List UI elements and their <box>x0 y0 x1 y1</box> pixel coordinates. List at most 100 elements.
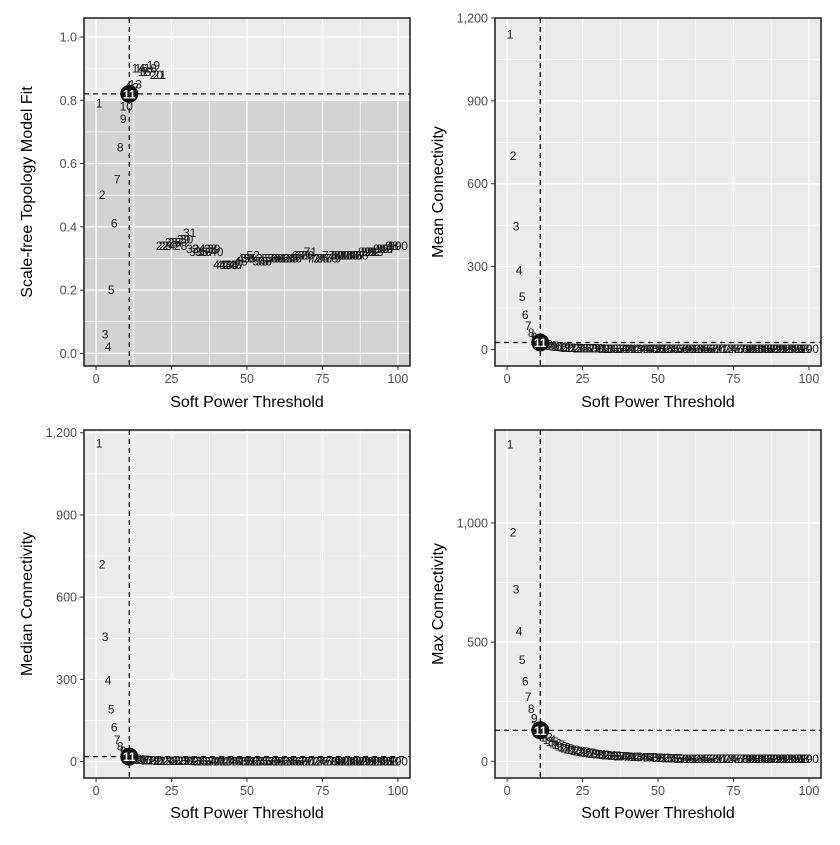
point-label: 30 <box>591 747 605 761</box>
point-label: 82 <box>337 754 351 768</box>
point-label: 59 <box>267 251 281 265</box>
point-label: 37 <box>612 749 626 763</box>
point-label: 34 <box>192 754 206 768</box>
point-label: 33 <box>600 748 614 762</box>
point-label: 24 <box>573 341 587 355</box>
point-label: 58 <box>264 251 278 265</box>
point-label: 65 <box>697 342 711 356</box>
point-label: 91 <box>775 342 789 356</box>
point-label: 6 <box>111 217 118 231</box>
point-label: 53 <box>660 751 674 765</box>
point-label: 28 <box>174 239 188 253</box>
point-label: 78 <box>325 251 339 265</box>
point-label: 61 <box>685 342 699 356</box>
point-label: 28 <box>585 342 599 356</box>
point-label: 36 <box>609 749 623 763</box>
point-label: 3 <box>513 220 520 234</box>
point-label: 87 <box>352 248 366 262</box>
y-tick-label: 0.6 <box>60 157 77 171</box>
point-label: 49 <box>237 251 251 265</box>
point-label: 69 <box>298 248 312 262</box>
point-label: 69 <box>709 752 723 766</box>
y-tick-label: 0 <box>481 755 488 769</box>
panel-border <box>494 429 822 779</box>
point-label: 65 <box>286 754 300 768</box>
point-label: 25 <box>165 754 179 768</box>
point-label: 60 <box>682 752 696 766</box>
point-label: 63 <box>280 754 294 768</box>
point-label: 54 <box>252 754 266 768</box>
point-label: 42 <box>216 258 230 272</box>
point-label: 52 <box>657 751 671 765</box>
point-label: 32 <box>597 748 611 762</box>
point-label: 67 <box>292 754 306 768</box>
point-label: 91 <box>364 245 378 259</box>
point-label: 90 <box>361 754 375 768</box>
point-label: 98 <box>385 239 399 253</box>
y-tick-label: 1,200 <box>457 12 488 26</box>
x-axis-title: Soft Power Threshold <box>581 805 735 822</box>
point-label: 99 <box>388 239 402 253</box>
point-label: 81 <box>334 754 348 768</box>
x-tick-label: 75 <box>316 784 330 798</box>
point-label: 14 <box>132 62 146 76</box>
point-label: 39 <box>618 342 632 356</box>
point-label: 52 <box>246 248 260 262</box>
point-label: 4 <box>516 624 523 638</box>
point-label: 15 <box>546 735 560 749</box>
point-label: 58 <box>264 754 278 768</box>
point-label: 92 <box>778 752 792 766</box>
panel-2: 025507510003006009001,200123456789101213… <box>430 12 822 411</box>
point-label: 74 <box>313 754 327 768</box>
point-label: 98 <box>796 342 810 356</box>
x-tick-label: 25 <box>165 784 179 798</box>
point-label: 19 <box>558 740 572 754</box>
point-label: 42 <box>627 342 641 356</box>
point-label: 70 <box>301 754 315 768</box>
point-label: 32 <box>597 342 611 356</box>
point-label: 6 <box>522 308 529 322</box>
point-label: 73 <box>310 754 324 768</box>
point-label: 56 <box>258 255 272 269</box>
point-label: 74 <box>724 752 738 766</box>
point-label: 68 <box>706 342 720 356</box>
point-label: 37 <box>201 754 215 768</box>
point-label: 3 <box>102 327 109 341</box>
point-label: 61 <box>685 752 699 766</box>
point-label: 83 <box>751 752 765 766</box>
point-label: 35 <box>195 754 209 768</box>
point-label: 23 <box>570 744 584 758</box>
x-tick-label: 0 <box>93 784 100 798</box>
x-tick-label: 100 <box>798 784 819 798</box>
point-label: 94 <box>373 754 387 768</box>
point-label: 21 <box>564 742 578 756</box>
panel-border <box>494 17 822 367</box>
point-label: 36 <box>609 342 623 356</box>
y-tick-label: 900 <box>56 508 77 522</box>
y-tick-label: 900 <box>467 94 488 108</box>
point-label: 27 <box>171 754 185 768</box>
point-label: 41 <box>213 754 227 768</box>
point-label: 22 <box>156 239 170 253</box>
point-label: 4 <box>516 264 523 278</box>
point-label: 25 <box>576 341 590 355</box>
x-tick-label: 50 <box>651 784 665 798</box>
point-label: 72 <box>307 754 321 768</box>
point-label: 65 <box>697 752 711 766</box>
point-label: 71 <box>304 754 318 768</box>
point-label: 38 <box>615 342 629 356</box>
point-label: 7 <box>114 733 121 747</box>
x-tick-label: 75 <box>316 372 330 386</box>
point-label: 19 <box>558 340 572 354</box>
point-label: 85 <box>757 752 771 766</box>
point-label: 62 <box>688 342 702 356</box>
x-tick-label: 25 <box>576 372 590 386</box>
point-label: 97 <box>382 242 396 256</box>
point-label: 1 <box>96 437 103 451</box>
point-label: 90 <box>772 342 786 356</box>
point-label: 1 <box>507 28 514 42</box>
point-label: 60 <box>682 342 696 356</box>
point-label: 45 <box>636 750 650 764</box>
point-label: 93 <box>370 245 384 259</box>
point-label: 73 <box>721 342 735 356</box>
